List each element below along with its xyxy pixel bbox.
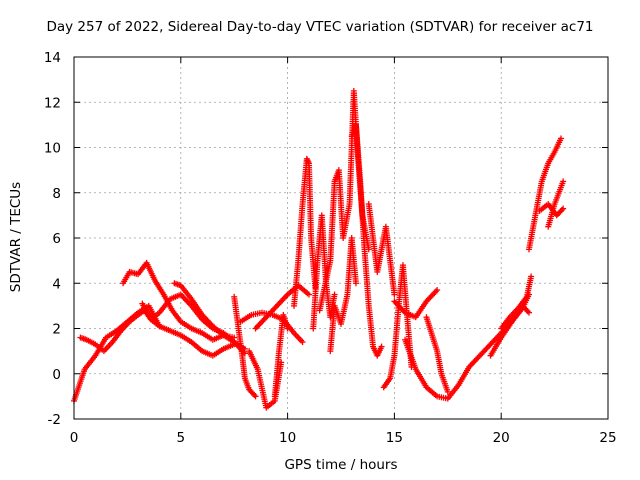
data-point-plus — [378, 343, 385, 350]
y-tick-label: 4 — [52, 276, 61, 292]
data-point-plus — [560, 178, 567, 185]
data-point-plus — [241, 345, 248, 352]
y-tick-label: 6 — [52, 231, 61, 247]
data-point-plus — [299, 339, 306, 346]
x-tick-label: 0 — [70, 430, 79, 446]
data-point-plus — [560, 205, 567, 212]
data-points — [71, 87, 567, 411]
x-axis-label: GPS time / hours — [284, 457, 398, 473]
y-tick-label: 2 — [52, 322, 61, 338]
x-tick-label: 5 — [177, 430, 186, 446]
y-tick-label: 10 — [44, 141, 61, 157]
data-point-plus — [444, 388, 451, 395]
x-tick-label: 10 — [279, 430, 296, 446]
y-tick-label: -2 — [48, 412, 61, 428]
data-point-plus — [252, 393, 259, 400]
x-tick-label: 25 — [599, 430, 616, 446]
x-tick-label: 20 — [493, 430, 510, 446]
data-point-plus — [558, 135, 565, 142]
y-tick-label: 0 — [52, 367, 61, 383]
data-point-plus — [156, 323, 163, 330]
data-point-plus — [391, 291, 398, 298]
data-point-plus — [331, 291, 338, 298]
data-point-plus — [352, 280, 359, 287]
data-point-plus — [434, 287, 441, 294]
data-point-plus — [528, 273, 535, 280]
y-tick-label: 8 — [52, 186, 61, 202]
plot-frame — [73, 56, 609, 420]
chart-title: Day 257 of 2022, Sidereal Day-to-day VTE… — [46, 19, 594, 35]
x-tick-label: 15 — [386, 430, 403, 446]
data-point-plus — [284, 325, 291, 332]
y-tick-label: 12 — [44, 95, 61, 111]
data-point-plus — [525, 309, 532, 316]
data-point-plus — [305, 291, 312, 298]
y-tick-label: 14 — [44, 50, 61, 66]
